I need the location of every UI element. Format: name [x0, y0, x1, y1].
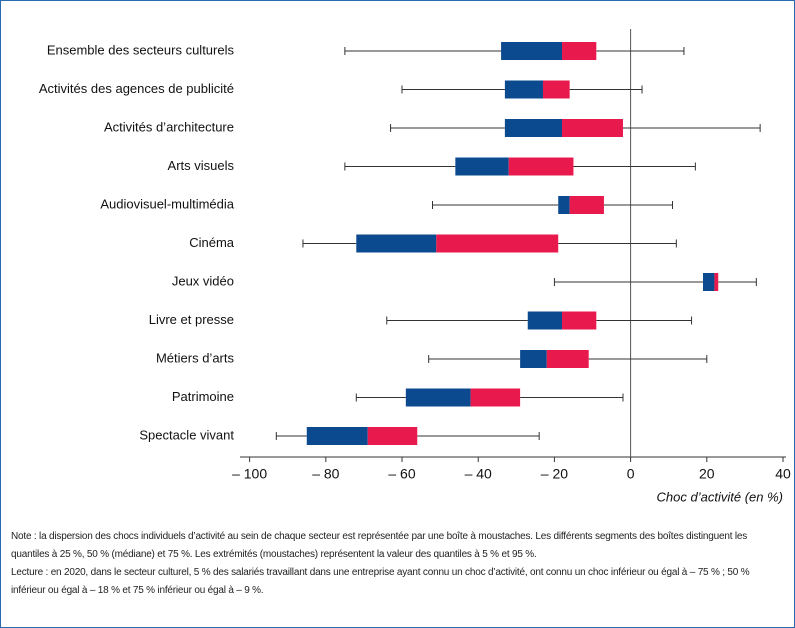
box-lower [455, 157, 509, 176]
x-tick-label: – 40 [465, 466, 492, 482]
category-label: Arts visuels [168, 158, 235, 173]
category-label: Patrimoine [172, 389, 234, 404]
box-upper [569, 196, 604, 214]
reading-note: Lecture : en 2020, dans le secteur cultu… [11, 567, 750, 596]
box-upper [714, 273, 719, 291]
box-upper [562, 311, 597, 330]
box-lower [527, 311, 563, 330]
box-lower [501, 42, 563, 60]
category-label: Activités des agences de publicité [39, 81, 234, 96]
category-label: Livre et presse [149, 312, 234, 327]
category-label: Ensemble des secteurs culturels [47, 42, 235, 57]
chart: Choc d’activité (en %) – 100 – 80 – 60 – 40… [39, 29, 791, 504]
box-lower [504, 80, 543, 99]
category-label: Cinéma [189, 235, 235, 250]
box-upper [367, 427, 418, 445]
box-lower [306, 427, 368, 445]
box-upper [562, 119, 623, 137]
x-axis-label: Choc d’activité (en %) [657, 489, 783, 504]
x-tick-label: 20 [699, 466, 715, 482]
category-label: Activités d’architecture [104, 119, 234, 134]
category-label: Audiovisuel-multimédia [100, 196, 234, 211]
box-upper [546, 350, 589, 368]
x-tick-label: – 80 [312, 466, 339, 482]
x-tick-label: – 100 [232, 466, 267, 482]
x-tick-label: 0 [627, 466, 635, 482]
box-lower [702, 273, 715, 291]
box-upper [436, 234, 559, 253]
box-upper [470, 388, 521, 407]
box-lower [504, 119, 563, 137]
category-label: Spectacle vivant [139, 427, 234, 442]
box-lower [520, 350, 547, 368]
x-tick-label: – 20 [541, 466, 568, 482]
x-tick-label: 40 [775, 466, 791, 482]
category-label: Métiers d’arts [156, 350, 235, 365]
box-lower [356, 234, 437, 253]
box-lower [558, 196, 570, 214]
box-lower [405, 388, 471, 407]
notes: Note : la dispersion des chocs individue… [11, 528, 781, 600]
box-upper [508, 157, 574, 176]
note: Note : la dispersion des chocs individue… [11, 531, 748, 560]
x-tick-label: – 60 [388, 466, 415, 482]
box-upper [562, 42, 597, 60]
category-label: Jeux vidéo [172, 273, 234, 288]
box-upper [542, 80, 570, 99]
